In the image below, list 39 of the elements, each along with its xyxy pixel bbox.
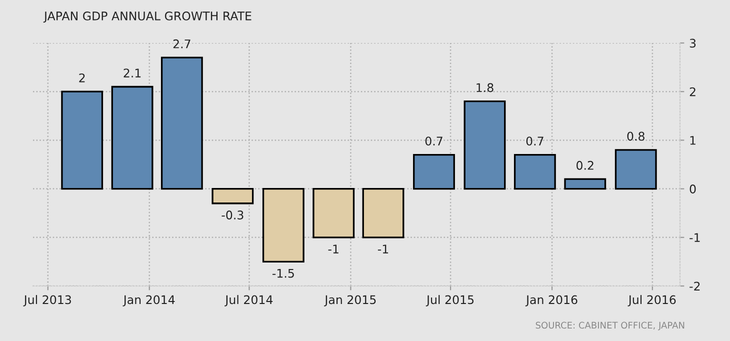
y-tick-label: 1 xyxy=(690,136,696,145)
data-label: -0.3 xyxy=(222,210,244,220)
x-tick-label: Jul 2016 xyxy=(628,295,676,306)
data-label: 1.8 xyxy=(476,83,494,92)
data-label: 0.8 xyxy=(627,132,644,141)
x-tick-label: Jul 2013 xyxy=(23,295,71,306)
bar xyxy=(413,154,455,190)
x-tick-label: Jan 2014 xyxy=(122,295,175,306)
bar xyxy=(262,188,304,263)
x-tick-label: Jan 2016 xyxy=(525,295,578,306)
bar xyxy=(464,100,506,190)
y-tick-label: -1 xyxy=(690,233,700,242)
bar xyxy=(111,86,154,190)
y-tick-label: 0 xyxy=(690,184,696,194)
x-tick-label: Jan 2015 xyxy=(324,295,376,306)
data-label: -1.5 xyxy=(272,269,294,278)
chart-title: JAPAN GDP ANNUAL GROWTH RATE xyxy=(43,11,252,23)
x-tick-label: Jul 2014 xyxy=(224,295,273,306)
data-label: -1 xyxy=(378,244,388,254)
bar xyxy=(61,90,104,190)
y-tick-label: 2 xyxy=(690,87,696,96)
bar xyxy=(312,188,355,238)
data-label: 2.1 xyxy=(124,68,141,78)
data-label: -1 xyxy=(328,244,338,254)
source-note: SOURCE: CABINET OFFICE, JAPAN xyxy=(536,322,684,330)
bar xyxy=(614,149,657,190)
x-tick-label: Jul 2015 xyxy=(426,295,474,306)
bar xyxy=(160,56,203,190)
data-label: 2.7 xyxy=(173,39,190,48)
data-label: 0.2 xyxy=(576,160,594,170)
bar xyxy=(362,188,404,238)
y-tick-label: 3 xyxy=(690,38,696,48)
data-label: 0.7 xyxy=(425,136,442,146)
data-label: 0.7 xyxy=(526,136,544,146)
bar xyxy=(564,178,606,190)
bar xyxy=(212,188,254,204)
y-tick-label: -2 xyxy=(690,282,700,290)
data-label: 2 xyxy=(79,73,85,82)
bar xyxy=(514,154,556,190)
